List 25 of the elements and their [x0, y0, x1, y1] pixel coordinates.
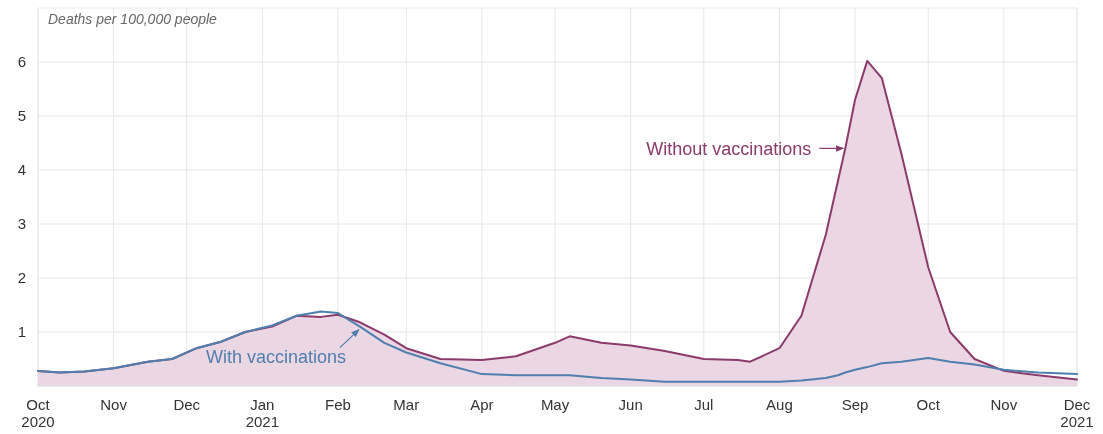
- x-tick-label: Sep: [841, 396, 869, 413]
- y-axis-title: Deaths per 100,000 people: [48, 11, 218, 27]
- x-tick-label: Mar: [393, 396, 420, 413]
- x-tick-label: Jul: [694, 396, 714, 413]
- y-tick-label: 6: [17, 53, 27, 71]
- y-tick-label: 3: [17, 215, 27, 233]
- x-tick-label: Feb: [325, 396, 351, 413]
- y-tick-label: 4: [17, 161, 27, 179]
- x-tick-label: Jun: [618, 396, 643, 413]
- annotation: With vaccinations: [205, 346, 346, 367]
- x-tick-label: Dec 2021: [1060, 396, 1094, 430]
- x-tick-label: Oct: [916, 396, 941, 413]
- y-tick-label: 2: [17, 269, 27, 287]
- annotation: Without vaccinations: [646, 138, 812, 159]
- x-tick-label: May: [540, 396, 570, 413]
- x-tick-label: Nov: [990, 396, 1018, 413]
- x-tick-label: Aug: [766, 396, 793, 413]
- x-tick-label: Apr: [470, 396, 494, 413]
- x-tick-label: Nov: [100, 396, 128, 413]
- x-tick-label: Oct 2020: [21, 396, 55, 430]
- line-series: [37, 310, 1078, 383]
- x-tick-label: Dec: [173, 396, 201, 413]
- x-tick-label: Jan 2021: [245, 396, 280, 430]
- y-tick-label: 1: [17, 323, 27, 341]
- y-tick-label: 5: [17, 107, 27, 125]
